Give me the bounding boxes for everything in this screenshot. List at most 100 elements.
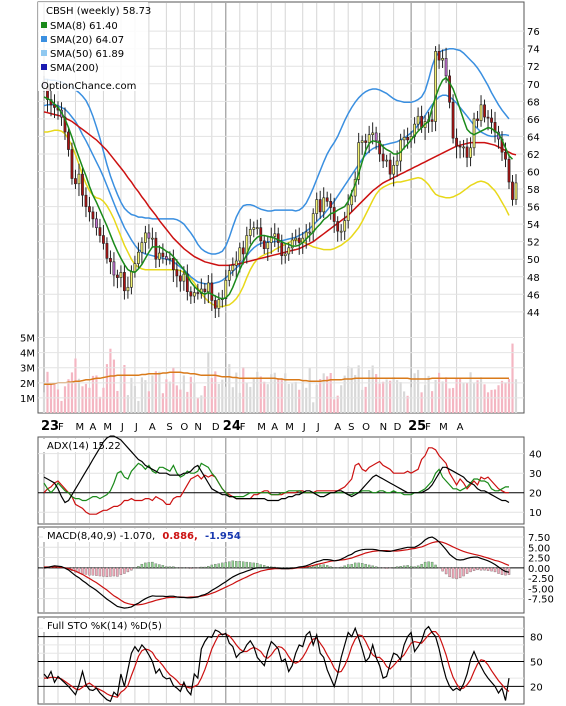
volume-bar — [479, 377, 483, 413]
volume-bar — [95, 375, 98, 413]
volume-bar — [105, 364, 109, 413]
candle-body — [472, 118, 476, 149]
y-tick-label: -2.50 — [528, 574, 554, 585]
volume-bar — [102, 387, 105, 413]
volume-bar — [235, 372, 238, 413]
volume-bar — [336, 395, 339, 413]
price-title: CBSH (weekly) 58.73 — [46, 6, 151, 17]
candle-body — [329, 201, 333, 208]
macd-histogram-bar — [343, 565, 346, 568]
macd-histogram-bar — [133, 567, 137, 569]
volume-bar — [112, 359, 116, 413]
volume-bar — [486, 392, 490, 413]
legend: SMA(8) 61.40 SMA(20) 64.07 SMA(50) 61.89 SM… — [41, 21, 124, 74]
y-tick-label: 40 — [529, 450, 542, 461]
candle-body — [332, 207, 336, 222]
candle-body — [224, 279, 228, 299]
candle-body — [346, 204, 350, 221]
macd-histogram-bar — [497, 567, 500, 574]
macd-histogram-bar — [189, 567, 193, 569]
candle-body — [311, 213, 315, 233]
macd-histogram-bar — [161, 565, 165, 568]
legend-swatch — [41, 22, 47, 28]
candle-body — [151, 237, 154, 240]
volume-bar — [263, 381, 266, 413]
adx-y-axis: 40 30 20 10 — [529, 450, 542, 520]
volume-bar — [427, 375, 430, 413]
macd-histogram-bar — [476, 567, 479, 571]
price-horizontal-grid — [38, 30, 524, 313]
macd-histogram-bar — [88, 567, 91, 576]
candle-body — [144, 232, 147, 243]
macd-histogram-bar — [182, 567, 186, 569]
sto-panel: Full STO %K(14) %D(5) 80 50 20 — [37, 616, 543, 705]
x-tick-label: M — [285, 422, 294, 433]
macd-histogram-bar — [441, 567, 444, 572]
x-tick-label: S — [348, 422, 354, 433]
volume-bar — [186, 391, 189, 413]
volume-bar — [280, 378, 283, 413]
candle-body — [385, 159, 389, 162]
bollinger-lower-line — [44, 129, 510, 308]
candle-body — [357, 142, 361, 180]
macd-histogram-bar — [84, 567, 88, 575]
candle-body — [84, 194, 88, 207]
candle-body — [406, 136, 409, 141]
volume-bar — [249, 386, 252, 413]
volume-tick-label: 4M — [20, 349, 35, 360]
x-tick-label: M — [257, 422, 266, 433]
y-tick-label: 30 — [529, 469, 542, 480]
candle-body — [343, 220, 347, 232]
candle-body — [81, 173, 84, 196]
volume-bar — [385, 379, 388, 413]
candle-body — [336, 221, 340, 232]
macd-line — [43, 536, 510, 609]
candle-body — [280, 242, 284, 257]
candle-body — [182, 273, 186, 282]
x-tick-label: F — [58, 422, 64, 433]
macd-histogram-bar — [462, 567, 465, 577]
macd-histogram-bar — [339, 566, 343, 568]
macd-histogram-bar — [165, 566, 168, 568]
volume-bar — [424, 385, 427, 413]
macd-histogram-bar — [105, 567, 109, 578]
macd-panel: MACD(8,40,9) -1.070, 0.886, -1.954 7.505… — [37, 526, 554, 614]
candle-body — [283, 253, 287, 257]
volume-bar — [410, 387, 413, 413]
macd-histogram-bar — [392, 567, 395, 569]
candle-body — [105, 243, 109, 259]
candle-body — [123, 272, 126, 292]
y-tick-label: 44 — [527, 308, 540, 319]
volume-bar — [354, 374, 357, 413]
macd-histogram-bar — [210, 564, 214, 568]
macd-histogram-bar — [500, 567, 504, 575]
candle-body — [178, 275, 182, 282]
y-tick-label: 50 — [527, 255, 540, 266]
y-tick-label: 20 — [530, 682, 543, 693]
volume-bar — [137, 400, 140, 413]
y-tick-label: 74 — [527, 45, 540, 56]
y-tick-label: 66 — [527, 115, 540, 126]
volume-bar — [392, 377, 395, 413]
volume-bar — [284, 373, 287, 413]
candle-body — [483, 104, 486, 118]
volume-bar — [238, 392, 241, 413]
candle-body — [231, 265, 235, 271]
volume-bar — [273, 372, 276, 413]
legend-swatch — [41, 36, 47, 42]
macd-histogram-bar — [423, 561, 427, 568]
volume-bar — [210, 377, 213, 413]
legend-swatch — [41, 64, 47, 70]
macd-histogram-bar — [200, 566, 203, 568]
macd-histogram-bar — [469, 567, 472, 573]
volume-bar — [357, 365, 360, 413]
x-tick-label: N — [194, 422, 201, 433]
candle-body — [137, 251, 140, 264]
macd-histogram-bar — [364, 563, 367, 568]
volume-bar — [91, 375, 95, 413]
sma20-line — [43, 94, 510, 285]
y-tick-label: 48 — [527, 273, 540, 284]
macd-histogram-bar — [374, 566, 378, 568]
candle-body — [206, 282, 210, 292]
candle-body — [70, 149, 74, 179]
